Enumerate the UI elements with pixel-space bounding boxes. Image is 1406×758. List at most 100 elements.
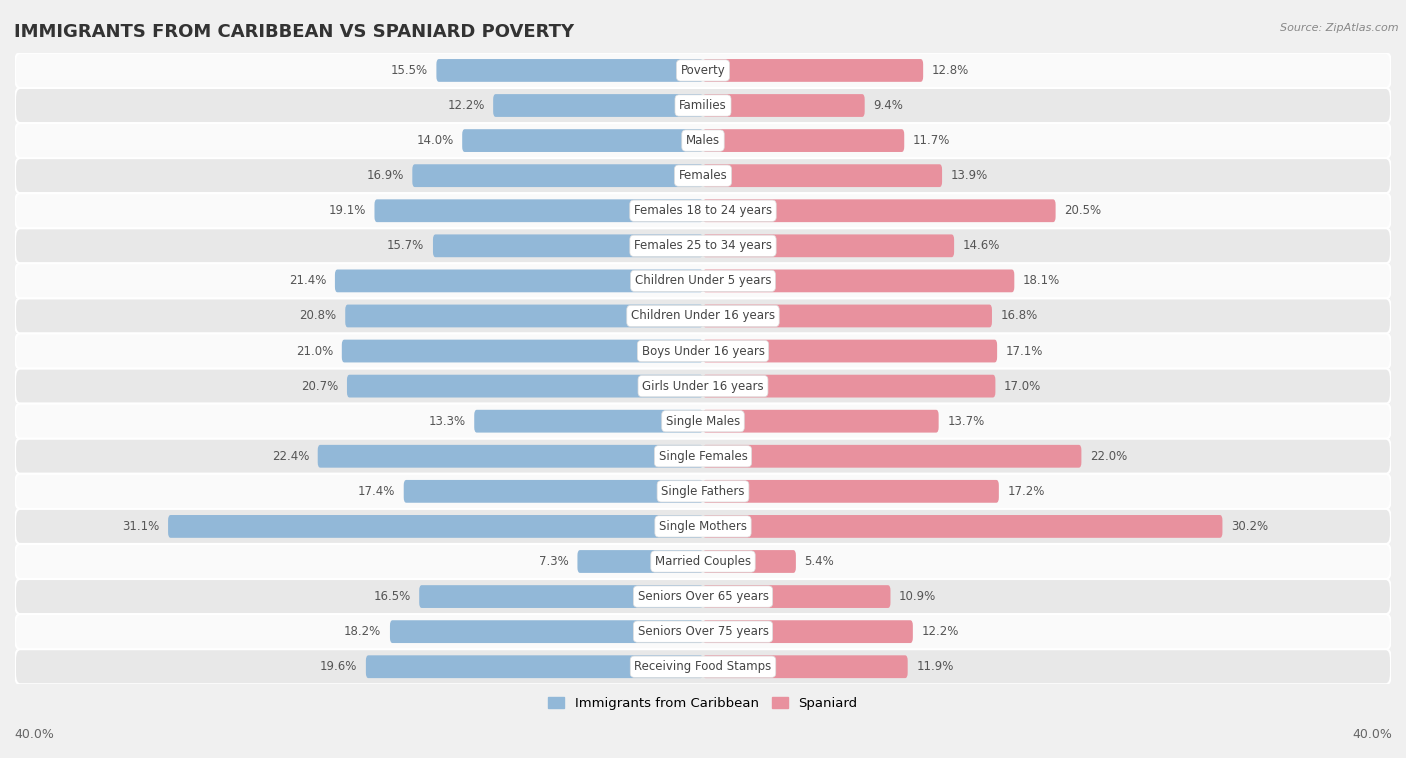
FancyBboxPatch shape	[15, 334, 1391, 368]
FancyBboxPatch shape	[15, 299, 1391, 334]
Text: 13.3%: 13.3%	[429, 415, 465, 428]
FancyBboxPatch shape	[419, 585, 703, 608]
FancyBboxPatch shape	[15, 368, 1391, 404]
Text: 40.0%: 40.0%	[1353, 728, 1392, 741]
FancyBboxPatch shape	[494, 94, 703, 117]
FancyBboxPatch shape	[703, 620, 912, 643]
FancyBboxPatch shape	[366, 656, 703, 678]
FancyBboxPatch shape	[703, 656, 908, 678]
Text: 12.8%: 12.8%	[932, 64, 969, 77]
FancyBboxPatch shape	[703, 164, 942, 187]
Text: Single Mothers: Single Mothers	[659, 520, 747, 533]
Text: Females: Females	[679, 169, 727, 182]
Text: 7.3%: 7.3%	[538, 555, 569, 568]
FancyBboxPatch shape	[15, 123, 1391, 158]
FancyBboxPatch shape	[703, 234, 955, 257]
Text: Females 18 to 24 years: Females 18 to 24 years	[634, 204, 772, 218]
FancyBboxPatch shape	[703, 445, 1081, 468]
FancyBboxPatch shape	[703, 199, 1056, 222]
FancyBboxPatch shape	[703, 270, 1014, 293]
Text: Females 25 to 34 years: Females 25 to 34 years	[634, 240, 772, 252]
Text: 12.2%: 12.2%	[447, 99, 485, 112]
FancyBboxPatch shape	[15, 263, 1391, 299]
FancyBboxPatch shape	[15, 614, 1391, 649]
Text: 17.1%: 17.1%	[1005, 345, 1043, 358]
Text: 14.0%: 14.0%	[416, 134, 454, 147]
Text: Children Under 16 years: Children Under 16 years	[631, 309, 775, 322]
FancyBboxPatch shape	[703, 305, 993, 327]
FancyBboxPatch shape	[703, 340, 997, 362]
Text: Receiving Food Stamps: Receiving Food Stamps	[634, 660, 772, 673]
Text: 17.4%: 17.4%	[357, 485, 395, 498]
Text: 40.0%: 40.0%	[14, 728, 53, 741]
Text: 13.7%: 13.7%	[948, 415, 984, 428]
Text: Single Males: Single Males	[666, 415, 740, 428]
Text: Married Couples: Married Couples	[655, 555, 751, 568]
Text: 21.0%: 21.0%	[295, 345, 333, 358]
FancyBboxPatch shape	[15, 649, 1391, 684]
Text: IMMIGRANTS FROM CARIBBEAN VS SPANIARD POVERTY: IMMIGRANTS FROM CARIBBEAN VS SPANIARD PO…	[14, 23, 574, 41]
Text: Single Females: Single Females	[658, 449, 748, 463]
Text: 17.2%: 17.2%	[1008, 485, 1045, 498]
Legend: Immigrants from Caribbean, Spaniard: Immigrants from Caribbean, Spaniard	[543, 692, 863, 716]
Text: 20.8%: 20.8%	[299, 309, 336, 322]
FancyBboxPatch shape	[703, 480, 998, 503]
Text: 14.6%: 14.6%	[963, 240, 1000, 252]
FancyBboxPatch shape	[169, 515, 703, 538]
FancyBboxPatch shape	[318, 445, 703, 468]
Text: 22.0%: 22.0%	[1090, 449, 1128, 463]
Text: Seniors Over 65 years: Seniors Over 65 years	[637, 590, 769, 603]
Text: Seniors Over 75 years: Seniors Over 75 years	[637, 625, 769, 638]
FancyBboxPatch shape	[433, 234, 703, 257]
Text: 12.2%: 12.2%	[921, 625, 959, 638]
Text: 10.9%: 10.9%	[898, 590, 936, 603]
FancyBboxPatch shape	[703, 515, 1222, 538]
FancyBboxPatch shape	[374, 199, 703, 222]
FancyBboxPatch shape	[15, 158, 1391, 193]
Text: 22.4%: 22.4%	[271, 449, 309, 463]
FancyBboxPatch shape	[15, 439, 1391, 474]
Text: Single Fathers: Single Fathers	[661, 485, 745, 498]
FancyBboxPatch shape	[703, 94, 865, 117]
Text: Families: Families	[679, 99, 727, 112]
FancyBboxPatch shape	[335, 270, 703, 293]
FancyBboxPatch shape	[703, 374, 995, 397]
FancyBboxPatch shape	[15, 228, 1391, 263]
Text: Girls Under 16 years: Girls Under 16 years	[643, 380, 763, 393]
FancyBboxPatch shape	[342, 340, 703, 362]
Text: 9.4%: 9.4%	[873, 99, 903, 112]
Text: 16.5%: 16.5%	[374, 590, 411, 603]
Text: 15.5%: 15.5%	[391, 64, 427, 77]
Text: 19.1%: 19.1%	[329, 204, 366, 218]
FancyBboxPatch shape	[463, 129, 703, 152]
FancyBboxPatch shape	[578, 550, 703, 573]
Text: 18.1%: 18.1%	[1024, 274, 1060, 287]
FancyBboxPatch shape	[347, 374, 703, 397]
FancyBboxPatch shape	[389, 620, 703, 643]
Text: 15.7%: 15.7%	[387, 240, 425, 252]
FancyBboxPatch shape	[412, 164, 703, 187]
FancyBboxPatch shape	[474, 410, 703, 433]
Text: 16.8%: 16.8%	[1001, 309, 1038, 322]
FancyBboxPatch shape	[15, 53, 1391, 88]
Text: 11.9%: 11.9%	[917, 660, 953, 673]
FancyBboxPatch shape	[703, 585, 890, 608]
FancyBboxPatch shape	[15, 404, 1391, 439]
Text: 21.4%: 21.4%	[290, 274, 326, 287]
FancyBboxPatch shape	[703, 59, 924, 82]
FancyBboxPatch shape	[703, 129, 904, 152]
Text: 18.2%: 18.2%	[344, 625, 381, 638]
Text: Children Under 5 years: Children Under 5 years	[634, 274, 772, 287]
Text: 5.4%: 5.4%	[804, 555, 834, 568]
Text: 17.0%: 17.0%	[1004, 380, 1042, 393]
FancyBboxPatch shape	[15, 474, 1391, 509]
Text: 19.6%: 19.6%	[321, 660, 357, 673]
Text: 31.1%: 31.1%	[122, 520, 159, 533]
Text: Source: ZipAtlas.com: Source: ZipAtlas.com	[1281, 23, 1399, 33]
FancyBboxPatch shape	[436, 59, 703, 82]
Text: 11.7%: 11.7%	[912, 134, 950, 147]
Text: 16.9%: 16.9%	[367, 169, 404, 182]
Text: Boys Under 16 years: Boys Under 16 years	[641, 345, 765, 358]
FancyBboxPatch shape	[346, 305, 703, 327]
Text: 30.2%: 30.2%	[1232, 520, 1268, 533]
